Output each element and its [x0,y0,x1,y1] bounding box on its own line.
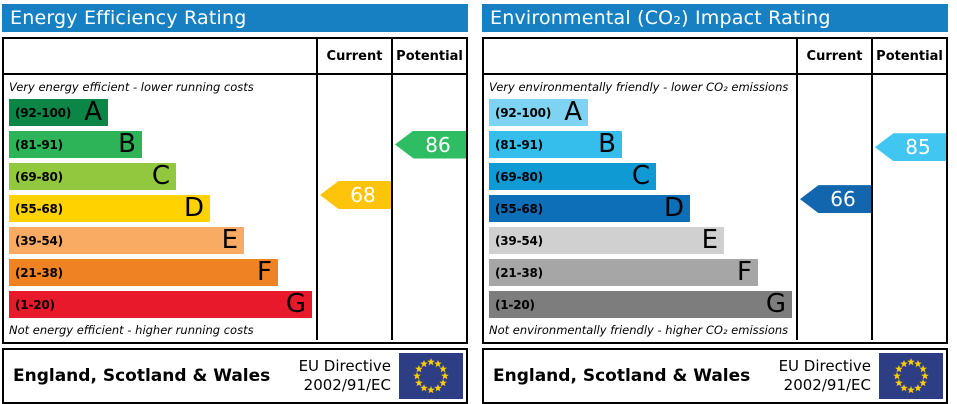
potential-column: 85 [871,75,946,340]
potential-rating-arrow: 86 [395,130,466,159]
band-range: (81-91) [15,137,63,152]
band-range: (55-68) [495,201,543,216]
band-letter: G [765,289,786,319]
band-range: (92-100) [15,105,72,120]
band-e: (39-54) E [489,227,724,254]
band-range: (39-54) [15,233,63,248]
band-range: (21-38) [495,265,543,280]
band-range: (39-54) [495,233,543,248]
bands-column: Very environmentally friendly - lower CO… [484,75,796,340]
band-e: (39-54) E [9,227,244,254]
eu-flag-icon [399,353,463,399]
environmental-impact-panel: Environmental (CO₂) Impact Rating Curren… [482,4,948,404]
band-letter: B [598,129,616,159]
rating-bands: (92-100) A (81-91) B (69-80) C (55-68) D (39… [489,99,796,318]
band-f: (21-38) F [489,259,758,286]
band-range: (1-20) [15,297,55,312]
table-body: Very environmentally friendly - lower CO… [484,75,946,340]
current-column-header: Current [316,39,391,73]
eu-directive-line2: 2002/91/EC [783,376,871,394]
band-c: (69-80) C [9,163,176,190]
band-range: (21-38) [15,265,63,280]
table-header-row: Current Potential [4,39,466,75]
eu-directive-line2: 2002/91/EC [303,376,391,394]
current-rating-arrow: 68 [320,181,391,209]
current-rating-arrow: 66 [800,185,871,214]
table-header-row: Current Potential [484,39,946,75]
band-letter: F [257,257,272,287]
eu-directive-label: EU Directive 2002/91/EC [299,357,391,395]
band-range: (55-68) [15,201,63,216]
bottom-note: Not environmentally friendly - higher CO… [489,323,789,337]
region-label: England, Scotland & Wales [493,366,751,386]
energy-efficiency-panel: Energy Efficiency Rating Current Potenti… [2,4,468,404]
potential-rating-arrow: 85 [875,133,946,162]
band-letter: D [663,193,684,223]
eu-directive-label: EU Directive 2002/91/EC [779,357,871,395]
band-range: (1-20) [495,297,535,312]
band-letter: F [737,257,752,287]
panel-title: Environmental (CO₂) Impact Rating [482,4,948,32]
panel-footer: England, Scotland & Wales EU Directive 2… [2,348,468,404]
band-a: (92-100) A [9,99,108,126]
band-letter: E [221,225,238,255]
bottom-note: Not energy efficient - higher running co… [9,323,254,337]
band-b: (81-91) B [489,131,622,158]
header-spacer-cell [484,39,796,73]
band-range: (69-80) [15,169,63,184]
header-spacer-cell [4,39,316,73]
band-f: (21-38) F [9,259,278,286]
band-letter: A [84,97,102,127]
potential-column-header: Potential [871,39,946,73]
eu-flag-icon [879,353,943,399]
potential-column: 86 [391,75,466,340]
current-column: 66 [796,75,871,340]
eu-directive-line1: EU Directive [778,357,871,376]
band-letter: E [701,225,718,255]
band-b: (81-91) B [9,131,142,158]
band-d: (55-68) D [489,195,690,222]
band-letter: C [151,161,170,191]
panel-title: Energy Efficiency Rating [2,4,468,32]
band-g: (1-20) G [489,291,792,318]
current-column: 68 [316,75,391,340]
band-c: (69-80) C [489,163,656,190]
eu-directive-line1: EU Directive [298,357,391,376]
band-range: (81-91) [495,137,543,152]
band-g: (1-20) G [9,291,312,318]
band-range: (69-80) [495,169,543,184]
band-range: (92-100) [495,105,552,120]
rating-bands: (92-100) A (81-91) B (69-80) C (55-68) D (39… [9,99,316,318]
rating-table: Current Potential Very environmentally f… [482,37,948,344]
bands-column: Very energy efficient - lower running co… [4,75,316,340]
potential-column-header: Potential [391,39,466,73]
band-letter: A [564,97,582,127]
band-a: (92-100) A [489,99,588,126]
top-note: Very environmentally friendly - lower CO… [489,80,789,94]
current-column-header: Current [796,39,871,73]
top-note: Very energy efficient - lower running co… [9,80,254,94]
rating-table: Current Potential Very energy efficient … [2,37,468,344]
table-body: Very energy efficient - lower running co… [4,75,466,340]
band-letter: G [285,289,306,319]
band-letter: B [118,129,136,159]
band-letter: C [631,161,650,191]
band-d: (55-68) D [9,195,210,222]
panel-footer: England, Scotland & Wales EU Directive 2… [482,348,948,404]
band-letter: D [183,193,204,223]
region-label: England, Scotland & Wales [13,366,271,386]
